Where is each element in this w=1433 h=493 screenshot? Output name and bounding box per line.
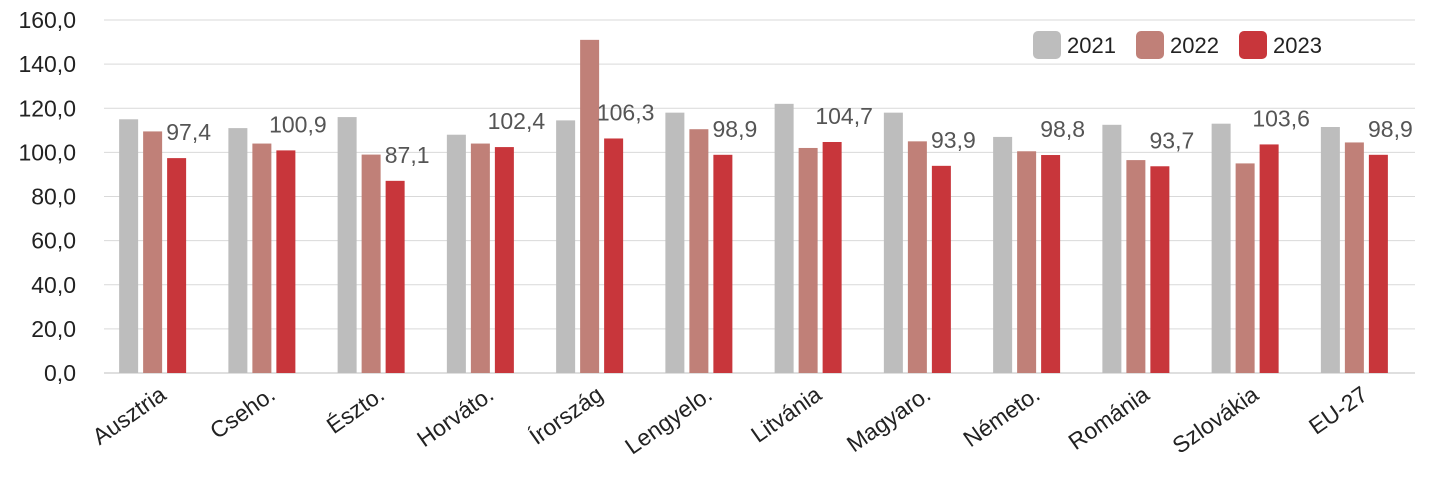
bar-2022: [798, 147, 818, 373]
bar-2022: [1017, 151, 1037, 373]
bar-2021: [993, 136, 1013, 373]
data-label: 98,9: [712, 116, 757, 142]
legend-swatch-2023: [1239, 31, 1267, 59]
legend-swatch-2022: [1136, 31, 1164, 59]
data-label: 98,9: [1368, 116, 1413, 142]
bar-2022: [1235, 163, 1255, 373]
x-tick-label: Magyaro.: [842, 381, 935, 457]
x-tick-label: Románia: [1063, 381, 1153, 455]
x-tick-label: Lengyelo.: [620, 381, 717, 460]
y-tick-label: 60,0: [31, 228, 76, 254]
bar-2021: [337, 117, 357, 373]
legend: 2021 2022 2023: [1033, 31, 1322, 59]
bar-2022: [361, 154, 381, 373]
bar-2023: [713, 154, 733, 373]
data-label: 93,9: [931, 127, 976, 153]
x-tick-label: Cseho.: [205, 381, 280, 444]
data-label: 102,4: [488, 108, 546, 134]
bar-2023: [385, 180, 405, 373]
bar-2022: [470, 143, 490, 373]
x-tick-label: Horváto.: [412, 381, 498, 452]
bar-2021: [665, 112, 685, 373]
data-label: 103,6: [1252, 105, 1310, 131]
x-tick-label: Ausztria: [88, 381, 171, 450]
x-tick-label: Észto.: [322, 381, 389, 439]
bar-2022: [1344, 142, 1364, 373]
y-axis: 0,0 20,0 40,0 60,0 80,0 100,0 120,0 140,0 160,0: [18, 7, 76, 386]
legend-swatch-2021: [1033, 31, 1061, 59]
legend-label: 2023: [1273, 33, 1322, 58]
y-tick-label: 40,0: [31, 272, 76, 298]
bar-2021: [446, 134, 466, 373]
bar-2023: [1150, 166, 1170, 373]
bar-2021: [119, 119, 139, 373]
y-tick-label: 0,0: [44, 360, 76, 386]
bar-2021: [556, 120, 576, 374]
bar-2021: [883, 112, 903, 373]
bar-2021: [1320, 127, 1340, 373]
data-label: 98,8: [1040, 116, 1085, 142]
bar-2022: [689, 129, 709, 373]
data-label: 93,7: [1149, 127, 1194, 153]
bar-2023: [276, 150, 296, 373]
bar-2021: [774, 103, 794, 374]
data-label: 87,1: [385, 142, 430, 168]
y-tick-label: 80,0: [31, 184, 76, 210]
data-label: 106,3: [597, 99, 655, 125]
bar-2021: [1102, 124, 1122, 373]
y-tick-label: 20,0: [31, 316, 76, 342]
x-tick-label: Litvánia: [746, 381, 826, 448]
gridlines: [104, 19, 1415, 374]
bars: [119, 39, 1388, 374]
bar-2023: [1368, 154, 1388, 373]
bar-2021: [228, 128, 248, 373]
x-axis: Ausztria Cseho. Észto. Horváto. Írország Leng…: [88, 381, 1373, 460]
legend-label: 2022: [1170, 33, 1219, 58]
bar-2022: [580, 39, 600, 373]
data-labels: 97,4 100,9 87,1 102,4 106,3 98,9 104,7 93,9 98,8…: [166, 99, 1413, 167]
data-label: 104,7: [815, 103, 873, 129]
x-tick-label: EU-27: [1304, 381, 1372, 440]
bar-2022: [143, 131, 163, 373]
bar-2022: [907, 141, 927, 373]
bar-2023: [931, 165, 951, 373]
x-tick-label: Írország: [525, 381, 608, 450]
bar-2023: [822, 142, 842, 373]
bar-2023: [1259, 144, 1279, 373]
bar-2023: [167, 158, 187, 373]
x-tick-label: Németo.: [958, 381, 1044, 452]
bar-2022: [252, 143, 272, 373]
y-tick-label: 100,0: [18, 139, 76, 165]
data-label: 97,4: [166, 119, 211, 145]
legend-label: 2021: [1067, 33, 1116, 58]
bar-2023: [1041, 155, 1061, 373]
data-label: 100,9: [269, 111, 327, 137]
bar-2021: [1211, 123, 1231, 373]
y-tick-label: 160,0: [18, 7, 76, 33]
x-tick-label: Szlovákia: [1167, 381, 1263, 459]
bar-2022: [1126, 160, 1146, 373]
y-tick-label: 120,0: [18, 95, 76, 121]
bar-2023: [604, 138, 624, 373]
y-tick-label: 140,0: [18, 51, 76, 77]
bar-2023: [494, 147, 514, 373]
